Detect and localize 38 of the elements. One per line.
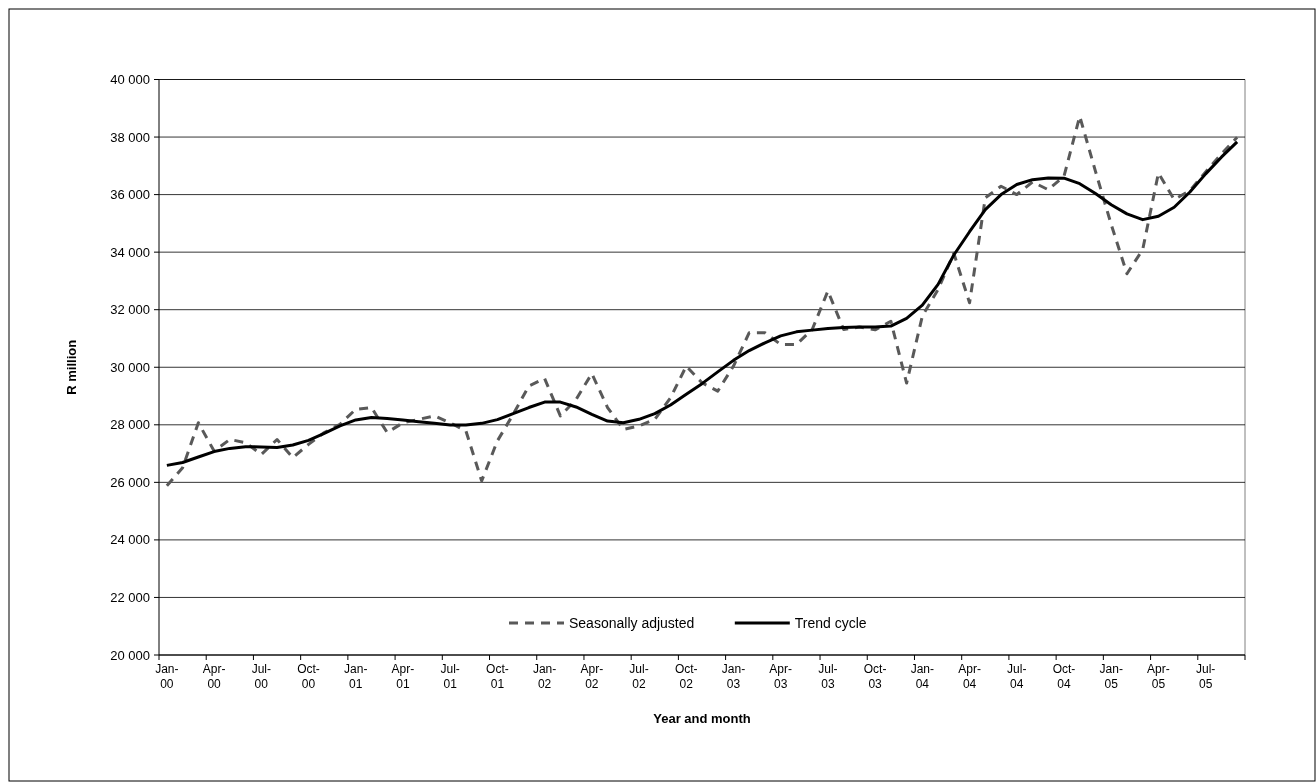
x-tick-label: Jul-02 bbox=[629, 662, 649, 691]
x-tick-label: Jan-00 bbox=[155, 662, 179, 691]
x-tick-label: Oct-02 bbox=[674, 662, 698, 691]
x-tick-label: Jan-04 bbox=[910, 662, 935, 691]
x-tick-label: Apr-01 bbox=[391, 662, 415, 691]
x-tick-label: Jan-01 bbox=[344, 662, 368, 691]
x-tick-label: Oct-01 bbox=[486, 662, 509, 691]
x-tick-label: Jul-05 bbox=[1195, 662, 1216, 691]
legend-label: Trend cycle bbox=[794, 614, 867, 631]
y-tick-label: 24 000 bbox=[110, 532, 150, 548]
x-tick-label: Apr-05 bbox=[1147, 662, 1170, 691]
x-tick-label: Apr-00 bbox=[202, 662, 226, 691]
x-tick-label: Apr-03 bbox=[769, 662, 793, 691]
y-tick-label: 34 000 bbox=[110, 244, 150, 260]
x-tick-label: Apr-02 bbox=[580, 662, 604, 691]
x-tick-label: Oct-03 bbox=[863, 662, 887, 691]
y-tick-label: 30 000 bbox=[110, 359, 150, 375]
x-axis-title: Year and month bbox=[653, 711, 751, 726]
x-tick-label: Jan-05 bbox=[1099, 662, 1123, 691]
x-tick-label: Apr-04 bbox=[958, 662, 981, 691]
x-tick-label: Jul-01 bbox=[440, 662, 460, 691]
y-tick-label: 32 000 bbox=[110, 302, 150, 318]
y-tick-label: 20 000 bbox=[110, 647, 150, 663]
x-tick-label: Oct-00 bbox=[297, 662, 320, 691]
x-tick-label: Jan-03 bbox=[721, 662, 746, 691]
y-tick-label: 26 000 bbox=[110, 474, 150, 490]
x-tick-label: Jul-04 bbox=[1007, 662, 1027, 691]
y-tick-label: 40 000 bbox=[110, 72, 150, 88]
legend-label: Seasonally adjusted bbox=[569, 614, 695, 631]
y-tick-label: 38 000 bbox=[110, 129, 150, 145]
x-tick-label: Jul-00 bbox=[251, 662, 271, 691]
y-tick-label: 22 000 bbox=[110, 590, 150, 605]
y-tick-label: 36 000 bbox=[110, 187, 150, 203]
x-tick-label: Jul-03 bbox=[818, 662, 838, 691]
x-tick-label: Oct-04 bbox=[1052, 662, 1076, 691]
y-axis-title: R million bbox=[64, 339, 79, 395]
y-tick-label: 28 000 bbox=[110, 417, 150, 433]
x-tick-label: Jan-02 bbox=[532, 662, 557, 691]
